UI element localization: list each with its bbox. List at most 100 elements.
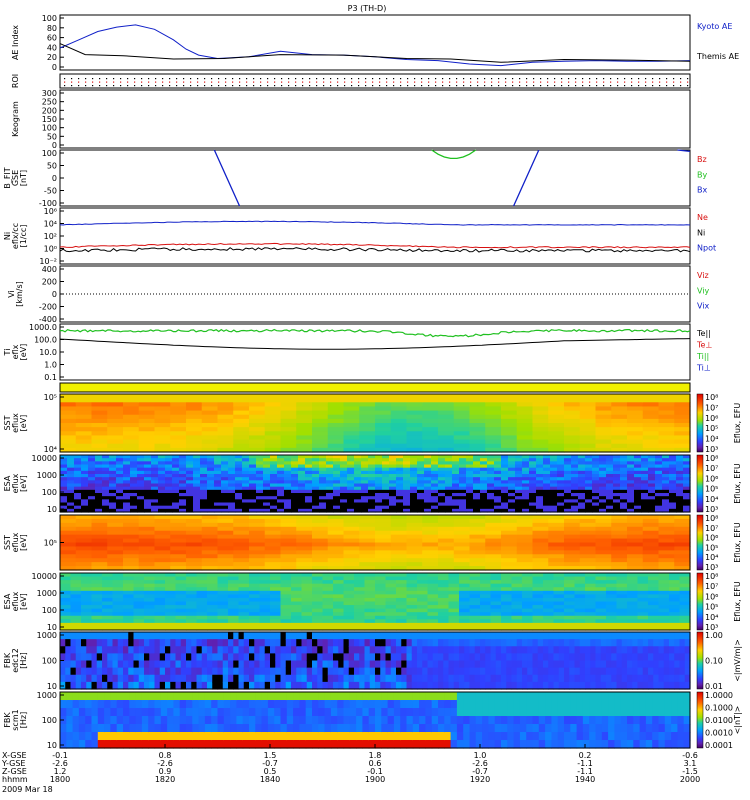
spectrogram-cell: [564, 477, 572, 481]
spectrogram-cell: [60, 583, 72, 588]
spectrogram-cell: [112, 612, 124, 617]
spectrogram-cell: [627, 546, 644, 551]
spectrogram-cell: [532, 538, 549, 544]
spectrogram-cell: [389, 461, 397, 466]
spectrogram-cell: [390, 653, 397, 662]
spectrogram-cell: [669, 455, 677, 459]
spectrogram-cell: [548, 632, 555, 640]
roi-dot: [211, 81, 213, 83]
spectrogram-cell: [485, 534, 502, 540]
ytick-label: 10⁶: [44, 207, 57, 216]
spectrogram-cell: [683, 455, 691, 459]
spectrogram-cell: [494, 486, 502, 491]
spectrogram-cell: [401, 681, 408, 690]
roi-dot: [99, 78, 101, 80]
spectrogram-cell: [616, 622, 628, 628]
spectrogram-cell: [564, 447, 581, 453]
spectrogram-cell: [406, 597, 418, 603]
spectrogram-cell: [382, 502, 390, 507]
spectrogram-cell: [201, 660, 208, 669]
spectrogram-cell: [438, 418, 455, 424]
spectrogram-cell: [249, 587, 261, 592]
spectrogram-cell: [102, 474, 110, 478]
spectrogram-cell: [343, 580, 355, 585]
spectrogram-cell: [298, 502, 306, 507]
spectrogram-cell: [658, 402, 675, 408]
spectrogram-cell: [606, 467, 614, 472]
spectrogram-cell: [438, 518, 455, 524]
spectrogram-cell: [144, 474, 152, 478]
spectrogram-cell: [390, 410, 408, 416]
spectrogram-cell: [571, 467, 579, 472]
spectrogram-cell: [529, 505, 537, 510]
spectrogram-cell: [200, 461, 208, 466]
spectrogram-cell: [193, 505, 201, 510]
spectrogram-cell: [674, 443, 691, 449]
roi-dot: [449, 85, 451, 87]
spectrogram-cell: [277, 483, 285, 488]
spectrogram-cell: [102, 505, 110, 510]
spectrogram-cell: [158, 483, 166, 488]
spectrogram-cell: [123, 594, 135, 599]
roi-dot: [372, 81, 374, 83]
spectrogram-cell: [191, 681, 198, 690]
spectrogram-cell: [333, 493, 341, 497]
spectrogram-cell: [648, 458, 656, 462]
spectrogram-cell: [343, 398, 360, 403]
spectrogram-cell: [674, 435, 691, 441]
spectrogram-cell: [532, 583, 544, 588]
spectrogram-cell: [112, 576, 124, 581]
spectrogram-cell: [109, 486, 117, 491]
spectrogram-cell: [620, 474, 628, 478]
spectrogram-cell: [403, 467, 411, 472]
spectrogram-cell: [75, 653, 82, 662]
spectrogram-cell: [228, 597, 240, 603]
spectrogram-cell: [611, 410, 628, 416]
spectrogram-cell: [634, 474, 642, 478]
spectrogram-cell: [144, 508, 152, 513]
spectrogram-cell: [238, 597, 250, 603]
spectrogram-cell: [170, 554, 187, 559]
spectrogram-cell: [207, 583, 219, 588]
spectrogram-cell: [424, 493, 432, 497]
spectrogram-cell: [473, 496, 481, 500]
spectrogram-cell: [585, 646, 591, 654]
spectrogram-cell: [200, 496, 208, 500]
spectrogram-cell: [109, 483, 117, 488]
spectrogram-cell: [238, 580, 250, 585]
spectrogram-cell: [217, 626, 229, 631]
spectrogram-cell: [91, 518, 108, 524]
spectrogram-cell: [238, 674, 245, 683]
spectrogram-cell: [88, 496, 96, 500]
spectrogram-cell: [191, 674, 198, 683]
spectrogram-cell: [508, 499, 516, 504]
spectrogram-cell: [91, 515, 108, 520]
spectrogram-cell: [390, 546, 408, 551]
spectrogram-cell: [221, 493, 229, 497]
spectrogram-cell: [658, 538, 675, 544]
spectrogram-cell: [130, 455, 138, 459]
spectrogram-cell: [242, 505, 250, 510]
spectrogram-cell: [579, 418, 597, 424]
spectrogram-cell: [67, 480, 75, 485]
spectrogram-cell: [249, 431, 266, 437]
spectrogram-cell: [144, 615, 156, 620]
spectrogram-cell: [235, 480, 243, 485]
spectrogram-cell: [452, 464, 460, 469]
spectrogram-cell: [333, 622, 345, 628]
spectrogram-cell: [301, 605, 313, 610]
spectrogram-cell: [107, 410, 124, 416]
spectrogram-cell: [683, 499, 691, 504]
roi-dot: [673, 85, 675, 87]
spectrogram-cell: [67, 508, 75, 513]
spectrogram-cell: [532, 667, 539, 676]
spectrogram-cell: [445, 493, 453, 497]
spectrogram-cell: [201, 653, 208, 662]
spectrogram-cell: [396, 667, 402, 676]
ytick-label: 1000.0: [29, 323, 57, 332]
colorbar-label: 10⁴: [705, 613, 718, 622]
spectrogram-cell: [75, 542, 93, 548]
spectrogram-cell: [620, 499, 628, 504]
spectrogram-cell: [172, 464, 180, 469]
spectrogram-cell: [170, 522, 187, 528]
